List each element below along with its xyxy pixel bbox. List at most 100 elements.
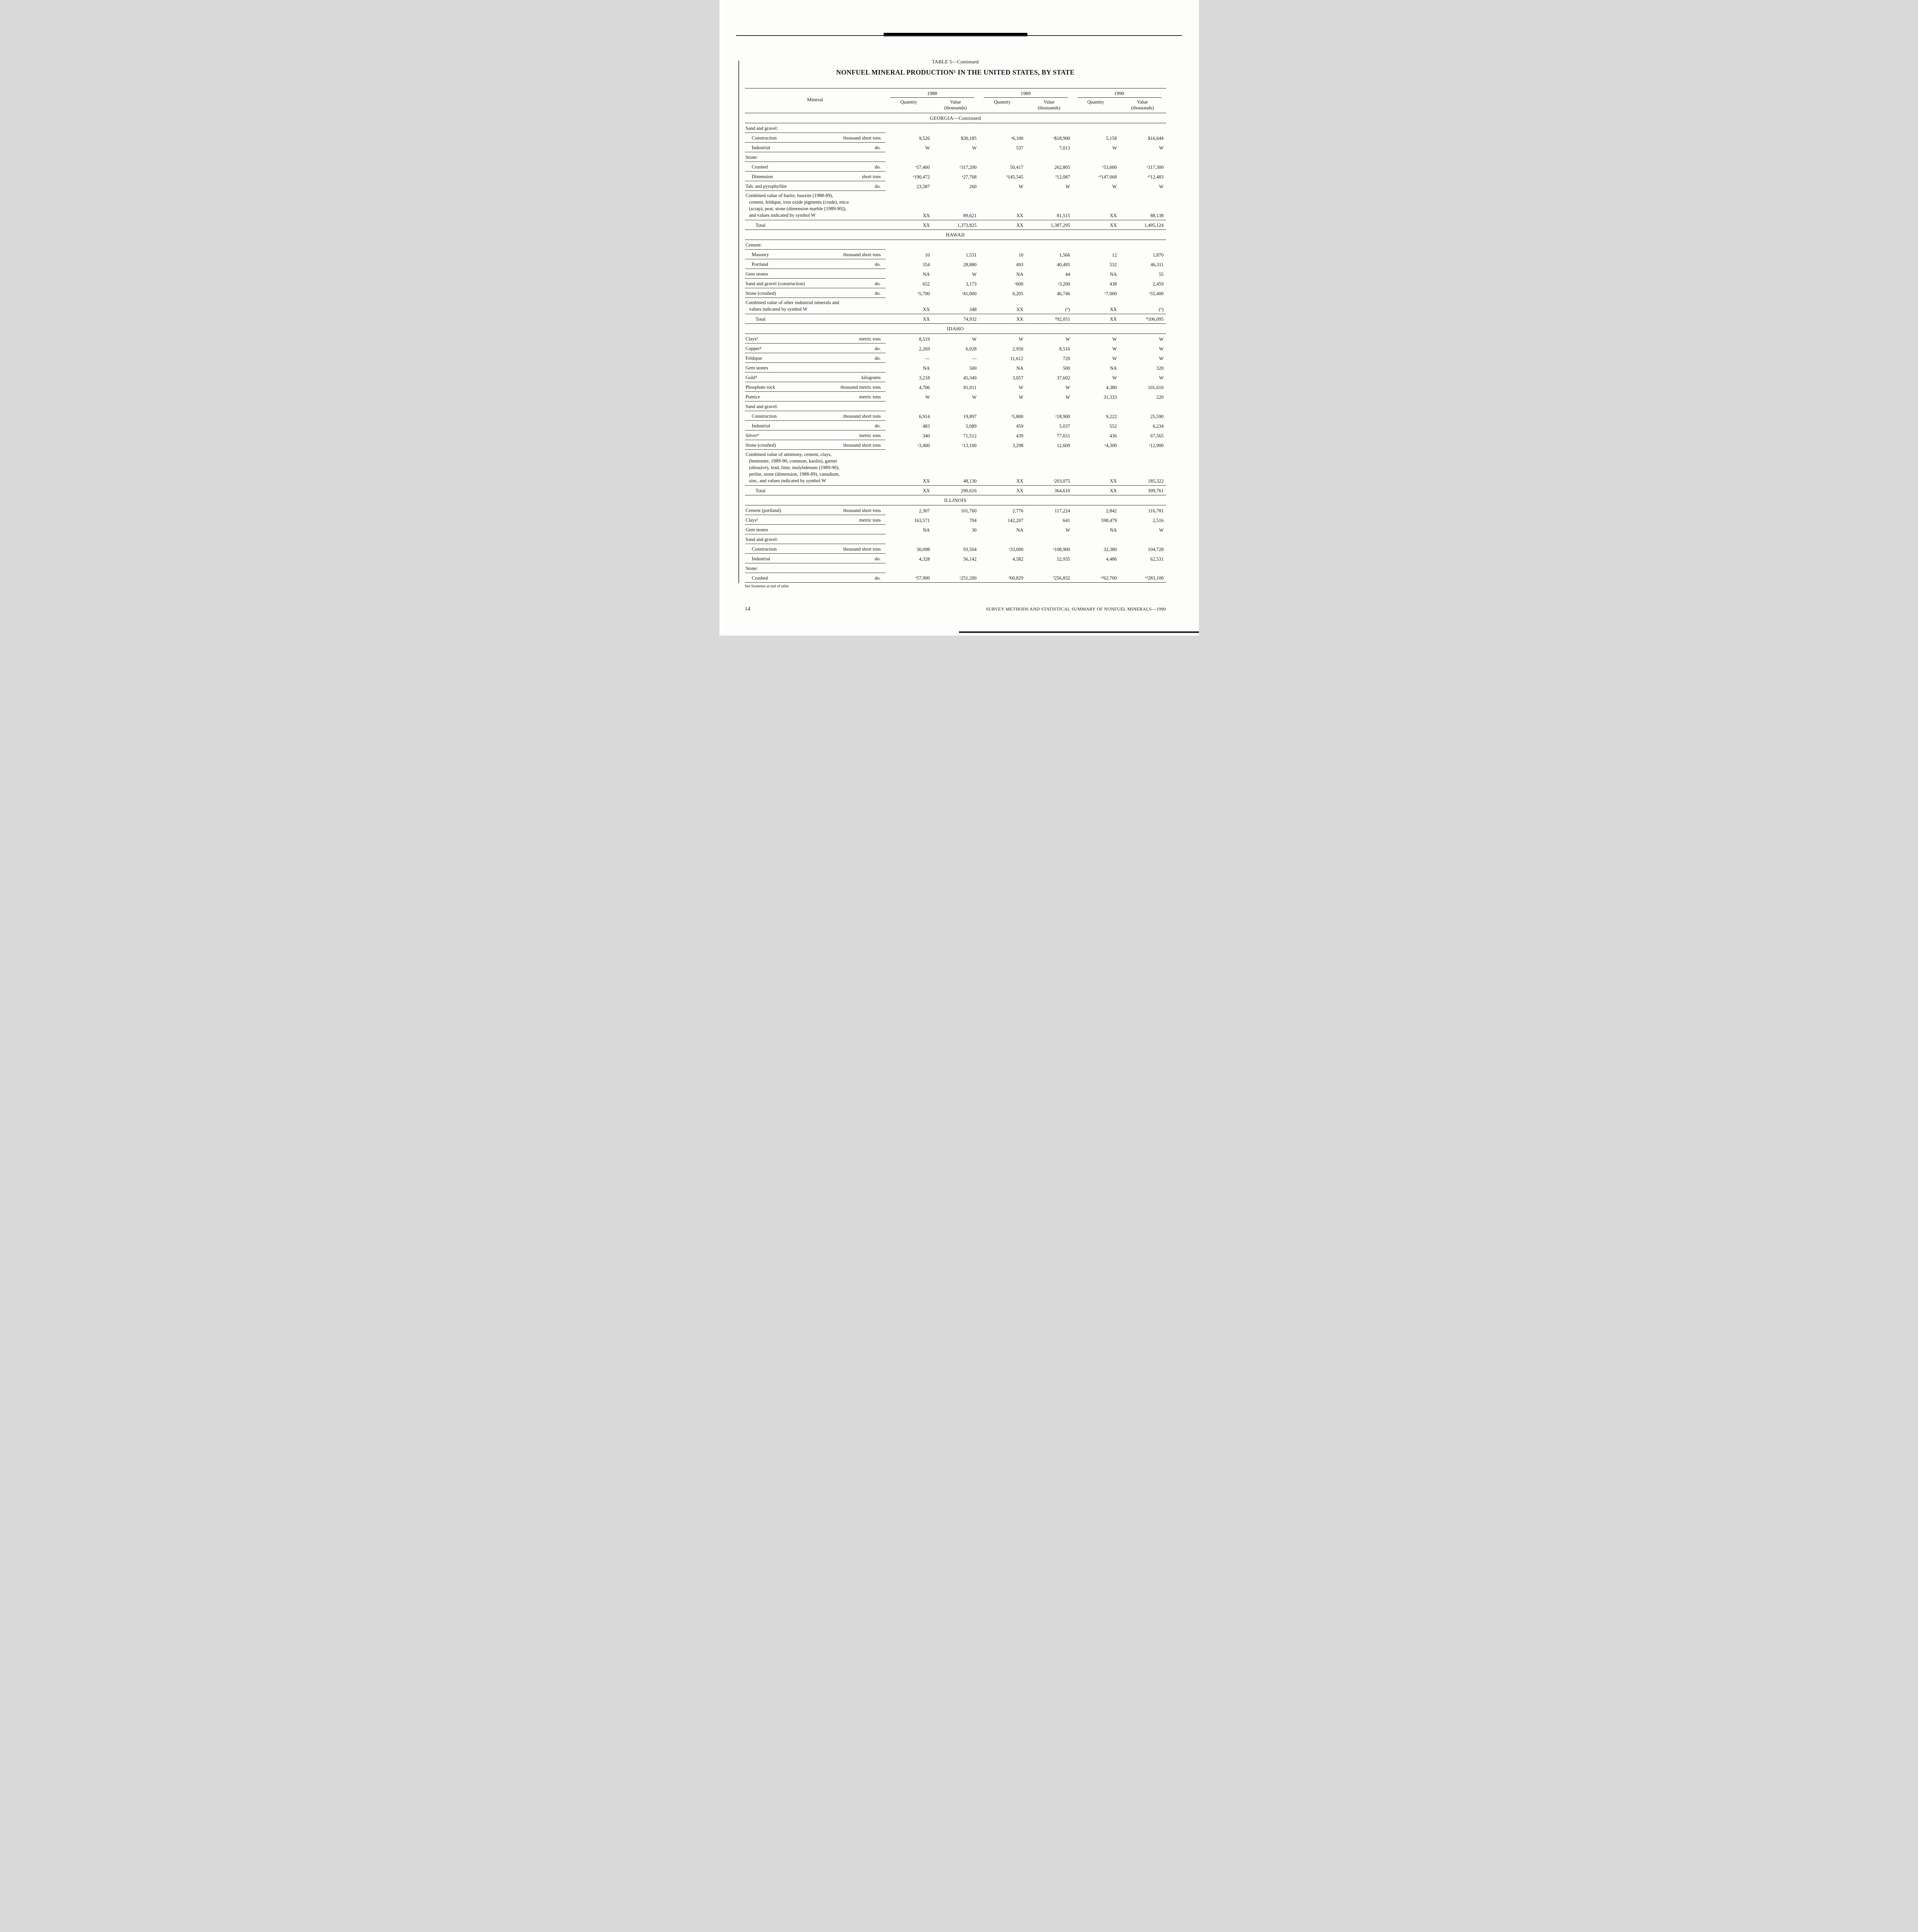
year-label: 1988 — [890, 90, 974, 98]
unit-cell: do. — [874, 556, 881, 561]
column-header-year-1989: 1989 — [979, 88, 1073, 98]
unit-cell: metric tons — [859, 336, 881, 342]
unit-cell: do. — [874, 281, 881, 286]
value-cell: NA — [1110, 366, 1117, 371]
value-cell — [1119, 130, 1166, 133]
value-cell: ᵉ33,000 — [1008, 547, 1024, 552]
value-cell: ᵉ3,200 — [1058, 281, 1070, 287]
value-cell: NA — [923, 366, 930, 371]
value-cell: 220 — [1156, 395, 1164, 400]
mineral-cell: Stone: — [745, 563, 886, 573]
value-cell: 354 — [922, 262, 930, 267]
value-cell: 74,932 — [963, 316, 977, 322]
value-cell: 260 — [969, 184, 977, 189]
mineral-label: Total — [755, 316, 766, 322]
mineral-label: Sand and gravel (construction) — [745, 281, 805, 286]
column-header-quantity: Quantity — [994, 99, 1011, 105]
unit-cell: thousand short tons — [843, 442, 881, 448]
value-cell: W — [1019, 385, 1024, 390]
value-cell: ᵉ41,000 — [962, 291, 977, 296]
mineral-cell: Sand and gravel (construction) do. — [745, 279, 886, 288]
value-cell: 28,880 — [963, 262, 977, 267]
mineral-label: Construction — [752, 546, 777, 552]
value-cell — [1119, 159, 1166, 162]
footer-text: SURVEY METHODS AND STATISTICAL SUMMARY O… — [986, 606, 1166, 612]
value-cell: W — [972, 395, 977, 400]
mineral-cell: Stone (crushed) thousand short tons — [745, 440, 886, 450]
value-cell: 1,495,124 — [1144, 223, 1164, 228]
value-cell: W — [1019, 337, 1024, 342]
value-cell: NA — [923, 272, 930, 277]
mineral-label: Construction — [752, 413, 777, 419]
value-cell: ᵉ600 — [1015, 281, 1024, 287]
value-cell: 56,142 — [963, 556, 977, 562]
value-cell — [932, 130, 979, 133]
table-row: Total XX 74,932 XX ⁸92,051 XX ⁸106,095 — [745, 314, 1166, 324]
value-cell: NA — [1016, 272, 1024, 277]
mineral-cell: Cement (portland) thousand short tons — [745, 505, 886, 515]
value-cell: XX — [1072, 476, 1119, 486]
year-label: 1989 — [983, 90, 1068, 98]
value-cell — [886, 247, 932, 250]
mineral-label: Feldspar — [745, 355, 762, 361]
unit-cell: do. — [874, 355, 881, 361]
value-cell: ᵉ190,472 — [913, 174, 930, 180]
value-cell: 1,870 — [1153, 252, 1164, 258]
mineral-label: Clays² — [745, 336, 758, 342]
value-cell — [1073, 247, 1119, 250]
mineral-label: Copper⁴ — [745, 346, 762, 351]
mineral-cell: Phosphate rock thousand metric tons — [745, 382, 886, 392]
value-cell: 52,935 — [1057, 556, 1070, 562]
value-cell: 537 — [1016, 145, 1024, 151]
value-cell — [979, 541, 1026, 544]
mineral-label: Silver⁴ — [745, 433, 759, 438]
table-row: Sand and gravel: — [745, 401, 1166, 411]
value-cell: 7,013 — [1059, 145, 1070, 151]
mineral-cell: Combined value of antimony, cement, clay… — [745, 450, 886, 486]
value-cell: 9,222 — [1106, 414, 1117, 419]
value-cell: W — [1019, 184, 1024, 189]
value-cell: XX — [1072, 211, 1119, 220]
year-label: 1990 — [1077, 90, 1161, 98]
value-cell — [1026, 408, 1073, 411]
value-cell: (⁹) — [1025, 304, 1073, 314]
mineral-label: Portland — [752, 262, 768, 267]
mineral-cell: Copper⁴ do. — [745, 344, 886, 353]
value-cell: XX — [885, 211, 932, 220]
unit-cell: do. — [874, 184, 881, 189]
value-cell: 12,609 — [1057, 443, 1070, 448]
mineral-label: Cement (portland) — [745, 508, 781, 513]
value-cell: ᵉ7,000 — [1105, 291, 1117, 296]
value-cell: 77,651 — [1057, 433, 1070, 439]
mineral-label-line: Combined value of barite, bauxite (1988-… — [745, 193, 833, 198]
table-row: Combined value of barite, bauxite (1988-… — [745, 191, 1166, 220]
value-cell: 117,224 — [1054, 508, 1070, 514]
mineral-label: Total — [755, 488, 766, 493]
table-row: Phosphate rock thousand metric tons 4,706 8… — [745, 382, 1166, 392]
value-cell: XX — [1016, 316, 1024, 322]
mineral-cell: Industrial do. — [745, 143, 886, 152]
table-row: Gem stones NA W NA 44 NA 55 — [745, 269, 1166, 279]
mineral-label: Stone (crushed) — [745, 442, 776, 448]
value-label-line2: (thousands) — [1131, 105, 1154, 111]
table-row: Combined value of other industrial miner… — [745, 298, 1166, 314]
mineral-label: Industrial — [752, 145, 770, 150]
value-label-line2: (thousands) — [944, 105, 967, 111]
value-cell — [1119, 570, 1166, 573]
value-cell: ᵉ3,400 — [918, 443, 930, 448]
value-cell: 8,519 — [919, 337, 930, 342]
value-cell: XX — [885, 476, 932, 486]
table-row: Total XX 1,373,825 XX 1,387,295 XX 1,495,124 — [745, 220, 1166, 230]
value-cell: 399,761 — [1148, 488, 1164, 493]
value-cell: XX — [923, 488, 930, 493]
value-cell — [932, 541, 979, 544]
table-row: Construction thousand short tons 6,914 19,8… — [745, 411, 1166, 421]
value-cell — [886, 570, 932, 573]
value-cell: 438 — [1109, 281, 1117, 287]
value-cell: W — [1112, 184, 1117, 189]
page-footer: 14 SURVEY METHODS AND STATISTICAL SUMMAR… — [745, 606, 1166, 612]
value-cell: 30,098 — [916, 547, 930, 552]
value-cell: W — [1159, 375, 1164, 381]
table-row: Construction thousand short tons 9,526 $30,… — [745, 133, 1166, 143]
value-cell: 45,349 — [963, 375, 977, 381]
